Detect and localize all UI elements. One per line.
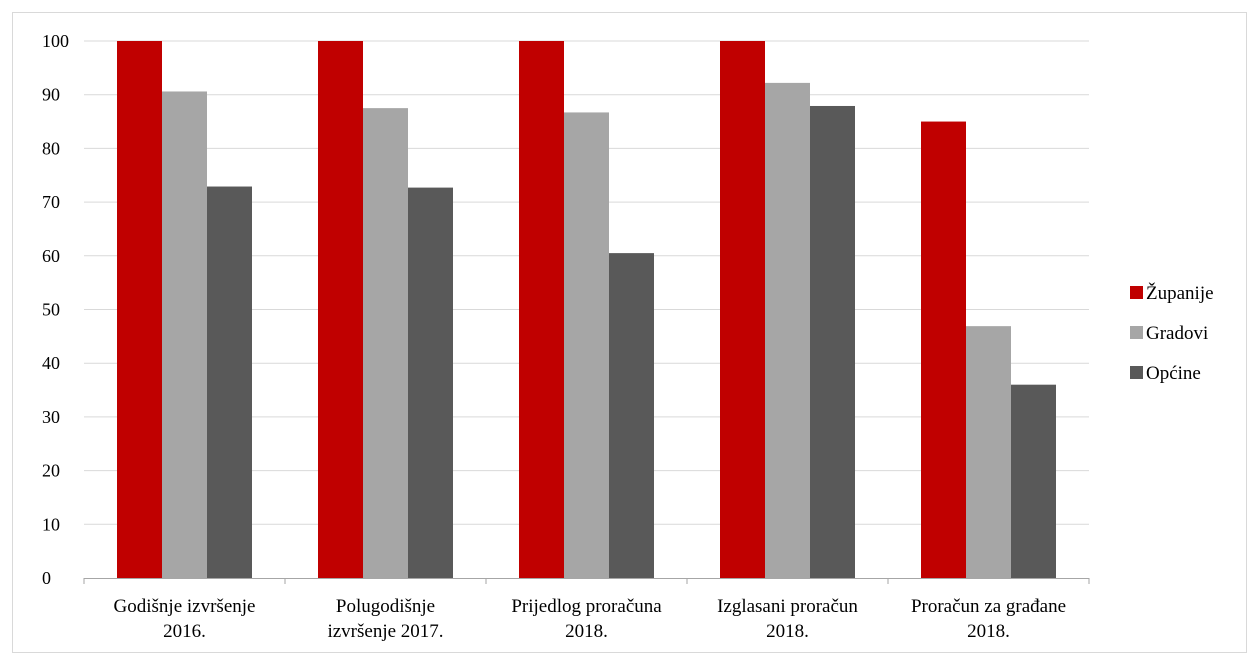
y-tick-label-100: 100 [42,31,69,51]
y-tick-label-40: 40 [42,353,60,373]
bars [117,41,1056,579]
x-tick-label-2-0: Prijedlog proračuna [511,596,662,617]
x-tick-label-4-1: 2018. [967,621,1010,642]
x-tick-label-1-0: Polugodišnje [336,596,435,617]
bar-Županije-1 [318,41,363,578]
x-tick-label-4-0: Proračun za građane [911,596,1066,617]
y-tick-label-50: 50 [42,300,60,320]
legend-swatch-Županije [1130,286,1143,299]
bar-Gradovi-1 [363,108,408,578]
legend-label-Općine: Općine [1146,363,1201,384]
y-tick-label-90: 90 [42,85,60,105]
legend-label-Gradovi: Gradovi [1146,323,1208,344]
y-tick-label-20: 20 [42,461,60,481]
bar-Općine-4 [1011,384,1056,578]
bar-Općine-3 [810,105,855,579]
x-tick-label-3-0: Izglasani proračun [717,596,858,617]
bar-Općine-1 [408,187,453,578]
x-tick-label-3-1: 2018. [766,621,809,642]
bar-Županije-3 [720,41,765,578]
legend: Županije Gradovi Općine [1130,282,1214,384]
y-tick-label-30: 30 [42,407,60,427]
bar-Općine-2 [609,253,654,579]
bar-Gradovi-0 [162,91,207,578]
bar-Gradovi-3 [765,82,810,579]
bar-Gradovi-2 [564,112,609,579]
legend-label-Županije: Županije [1146,282,1214,304]
bar-Gradovi-4 [966,326,1011,578]
bar-Županije-2 [519,41,564,578]
y-tick-label-10: 10 [42,514,60,534]
y-tick-label-0: 0 [42,568,51,588]
y-tick-label-60: 60 [42,246,60,266]
legend-swatch-Općine [1130,366,1143,379]
bar-Županije-0 [117,41,162,578]
bar-Županije-4 [921,121,966,579]
y-tick-label-80: 80 [42,138,60,158]
x-tick-label-0-1: 2016. [163,621,206,642]
y-tick-label-70: 70 [42,192,60,212]
axes: 0 10 20 30 40 50 60 70 80 90 100 Godišnje izvršenje… [42,31,1090,642]
x-tick-label-0-0: Godišnje izvršenje [114,596,256,617]
legend-swatch-Gradovi [1130,326,1143,339]
x-tick-label-1-1: izvršenje 2017. [327,621,443,642]
bar-Općine-0 [207,186,252,579]
x-tick-label-2-1: 2018. [565,621,608,642]
